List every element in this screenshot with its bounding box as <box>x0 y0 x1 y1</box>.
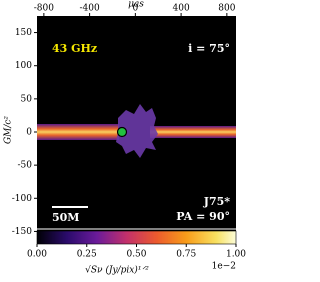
x-tick-label: 800 <box>218 4 235 14</box>
figure: 43 GHz i = 75° J75* PA = 90° 50M μas GM/… <box>4 0 247 276</box>
y-tick-label: 50 <box>21 94 33 104</box>
colorbar-tick-label: 0.00 <box>27 250 47 260</box>
colorbar <box>36 230 237 245</box>
jet-left <box>37 124 119 140</box>
frequency-label: 43 GHz <box>52 42 97 55</box>
model-label: J75* <box>203 195 231 208</box>
colorbar-tick-label: 1.00 <box>226 250 246 260</box>
colorbar-tick-label: 0.50 <box>126 250 146 260</box>
black-hole-marker <box>116 126 128 138</box>
y-tick-label: 0 <box>26 128 32 138</box>
inclination-label: i = 75° <box>188 42 230 55</box>
image <box>37 16 236 244</box>
y-tick-label: 150 <box>15 28 32 38</box>
colorbar-tick-label: 0.75 <box>176 250 196 260</box>
x-tick-label: -400 <box>79 4 99 14</box>
colorbar-tick-label: 0.25 <box>77 250 97 260</box>
x-tick-label: -800 <box>34 4 54 14</box>
x-axis-label: μas <box>128 0 144 10</box>
pa-label: PA = 90° <box>176 210 230 223</box>
y-tick-label: -50 <box>18 161 33 171</box>
y-axis-label: GM/c² <box>4 116 14 144</box>
colorbar-label: √Sν (Jy/pix)¹ᐟ² <box>85 265 149 276</box>
y-tick-label: -150 <box>12 227 32 237</box>
colorbar-offset: 1e−2 <box>212 262 236 272</box>
y-tick-label: 100 <box>15 61 32 71</box>
x-tick-label: 0 <box>132 4 138 14</box>
jet-right <box>150 126 236 138</box>
core-emission <box>116 104 158 158</box>
y-tick-label: -100 <box>12 194 32 204</box>
x-tick-label: 400 <box>173 4 190 14</box>
scale-label: 50M <box>52 211 79 224</box>
